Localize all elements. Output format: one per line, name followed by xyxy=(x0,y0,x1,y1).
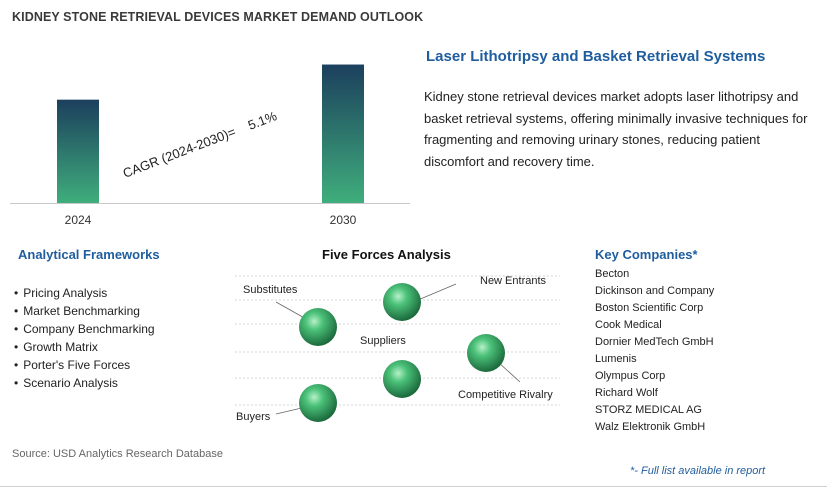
list-item: Richard Wolf xyxy=(595,387,658,399)
list-item: Growth Matrix xyxy=(14,338,155,356)
x-tick-label: 2030 xyxy=(330,213,357,227)
description-text: Kidney stone retrieval devices market ad… xyxy=(424,89,808,169)
companies-heading: Key Companies* xyxy=(595,247,698,262)
frameworks-list: Pricing Analysis Market Benchmarking Com… xyxy=(14,284,155,392)
companies-list: Becton Dickinson and Company Boston Scie… xyxy=(595,266,714,436)
competitive-rivalry-ball xyxy=(467,334,505,372)
list-item: Pricing Analysis xyxy=(14,284,155,302)
source-note: Source: USD Analytics Research Database xyxy=(12,448,223,460)
five-forces-diagram xyxy=(235,275,560,422)
list-item: Porter's Five Forces xyxy=(14,356,155,374)
full-list-note: *- Full list available in report xyxy=(630,465,766,477)
buyers-label: Buyers xyxy=(236,411,271,423)
competitive-rivalry-label: Competitive Rivalry xyxy=(458,389,553,401)
page-title: KIDNEY STONE RETRIEVAL DEVICES MARKET DE… xyxy=(12,10,424,24)
list-item: Cook Medical xyxy=(595,319,662,331)
new-entrants-ball xyxy=(383,283,421,321)
substitutes-ball xyxy=(299,308,337,346)
list-item: Boston Scientific Corp xyxy=(595,302,704,314)
five-forces-heading: Five Forces Analysis xyxy=(322,247,451,262)
suppliers-ball xyxy=(383,360,421,398)
list-item: Lumenis xyxy=(595,353,637,365)
bar-chart: 2024 2030 CAGR (2024-2030)= 5.1% xyxy=(10,64,410,227)
list-item: Dornier MedTech GmbH xyxy=(595,336,714,348)
bar-2024 xyxy=(57,99,99,203)
bar-2030 xyxy=(322,64,364,204)
list-item: Walz Elektronik GmbH xyxy=(595,421,706,433)
list-item: Dickinson and Company xyxy=(595,285,715,297)
list-item: STORZ MEDICAL AG xyxy=(595,404,702,416)
description-heading: Laser Lithotripsy and Basket Retrieval S… xyxy=(426,48,766,65)
list-item: Market Benchmarking xyxy=(14,302,155,320)
list-item: Scenario Analysis xyxy=(14,374,155,392)
list-item: Olympus Corp xyxy=(595,370,666,382)
bottom-divider xyxy=(0,486,827,487)
suppliers-label: Suppliers xyxy=(360,335,406,347)
frameworks-heading: Analytical Frameworks xyxy=(18,247,160,262)
list-item: Company Benchmarking xyxy=(14,320,154,338)
substitutes-label: Substitutes xyxy=(243,284,298,296)
x-tick-label: 2024 xyxy=(65,213,92,227)
list-item: Becton xyxy=(595,268,630,280)
new-entrants-label: New Entrants xyxy=(480,275,547,287)
cagr-annotation: CAGR (2024-2030)= 5.1% xyxy=(121,108,280,181)
buyers-ball xyxy=(299,384,337,422)
